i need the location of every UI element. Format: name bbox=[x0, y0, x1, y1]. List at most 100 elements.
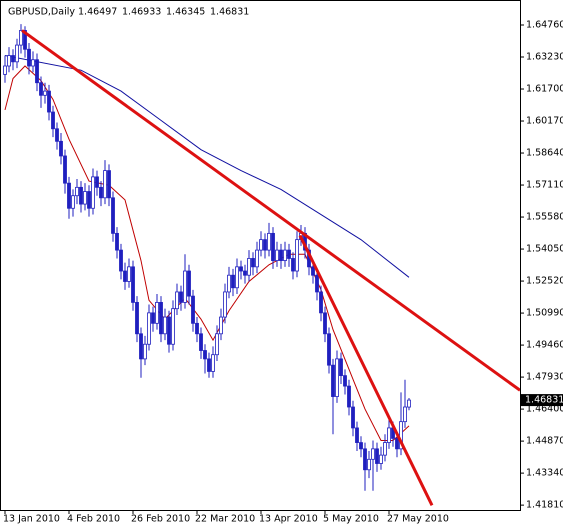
x-tick-label: 22 Mar 2010 bbox=[195, 514, 255, 525]
candle-body bbox=[231, 274, 235, 289]
x-tick-label: 13 Jan 2010 bbox=[3, 514, 60, 525]
candle-body bbox=[203, 350, 207, 360]
ohlc-low: 1.46345 bbox=[166, 7, 205, 18]
y-tick-label: 1.50990 bbox=[526, 308, 563, 319]
candle-body bbox=[103, 170, 107, 199]
candle-body bbox=[247, 258, 251, 276]
y-tick-label: 1.55580 bbox=[526, 212, 563, 223]
plot-area bbox=[3, 24, 520, 506]
candle-body bbox=[99, 186, 103, 199]
candle-body bbox=[107, 170, 111, 199]
candle-body bbox=[363, 448, 367, 471]
candle-body bbox=[403, 406, 407, 423]
y-tick-label: 1.57110 bbox=[526, 180, 563, 191]
candle-body bbox=[127, 266, 131, 282]
ohlc-close: 1.46831 bbox=[210, 7, 249, 18]
candle-body bbox=[227, 274, 231, 293]
candle-body bbox=[347, 385, 351, 408]
y-tick-label: 1.52520 bbox=[526, 276, 563, 287]
candle-body bbox=[379, 454, 383, 464]
y-tick-label: 1.44870 bbox=[526, 436, 563, 447]
candle-body bbox=[95, 176, 99, 188]
y-tick-label: 1.54050 bbox=[526, 244, 563, 255]
candle-body bbox=[55, 128, 59, 142]
candle-body bbox=[279, 249, 283, 261]
candle-body bbox=[271, 232, 275, 261]
y-tick-label: 1.46400 bbox=[526, 404, 563, 415]
candle-body bbox=[375, 448, 379, 464]
candle-body bbox=[23, 30, 27, 50]
candle-body bbox=[27, 48, 31, 67]
y-tick-label: 1.41810 bbox=[526, 500, 563, 511]
candle-body bbox=[75, 186, 79, 197]
candle-body bbox=[331, 364, 335, 397]
y-tick-label: 1.47930 bbox=[526, 372, 563, 383]
candle-body bbox=[135, 302, 139, 335]
candle-body bbox=[67, 182, 71, 209]
current-price-label: 1.46831 bbox=[525, 395, 563, 406]
candle-body bbox=[295, 239, 299, 272]
candle-body bbox=[291, 258, 295, 272]
candle-body bbox=[167, 316, 171, 345]
candle-body bbox=[39, 82, 43, 96]
candle-body bbox=[255, 249, 259, 268]
ohlc-high: 1.46933 bbox=[122, 7, 161, 18]
candle-body bbox=[367, 458, 371, 471]
y-tick-label: 1.63230 bbox=[526, 52, 563, 63]
chart-title: GBPUSD,Daily bbox=[8, 7, 75, 18]
candle-body bbox=[359, 442, 363, 450]
candle-body bbox=[395, 437, 399, 450]
candle-body bbox=[243, 270, 247, 276]
candle-body bbox=[351, 406, 355, 429]
candle-body bbox=[223, 291, 227, 318]
y-tick-label: 1.64760 bbox=[526, 20, 563, 31]
candle-body bbox=[115, 232, 119, 251]
candle-body bbox=[63, 155, 67, 184]
candle-body bbox=[239, 266, 243, 272]
candle-body bbox=[311, 266, 315, 276]
candle-body bbox=[387, 427, 391, 443]
candle-body bbox=[43, 90, 47, 96]
candle-body bbox=[171, 308, 175, 345]
candle-body bbox=[139, 333, 143, 360]
candle-body bbox=[335, 358, 339, 397]
candle-body bbox=[155, 302, 159, 324]
y-tick-label: 1.61700 bbox=[526, 84, 563, 95]
y-tick-label: 1.58640 bbox=[526, 148, 563, 159]
candle-body bbox=[143, 343, 147, 360]
trend-line bbox=[298, 234, 434, 506]
candle-body bbox=[339, 358, 343, 377]
current-price-box bbox=[521, 394, 563, 407]
candle-body bbox=[83, 191, 87, 205]
candle-body bbox=[31, 59, 35, 67]
candle-body bbox=[319, 291, 323, 314]
x-tick-label: 4 Feb 2010 bbox=[67, 514, 120, 525]
candle-body bbox=[147, 312, 151, 345]
candle-body bbox=[35, 59, 39, 84]
candle-body bbox=[179, 291, 183, 303]
candle-body bbox=[199, 333, 203, 351]
candle-body bbox=[19, 30, 23, 46]
candle-body bbox=[51, 111, 55, 130]
candle-body bbox=[323, 312, 327, 335]
moving-average bbox=[4, 65, 410, 441]
candle-body bbox=[159, 302, 163, 335]
candle-body bbox=[407, 399, 411, 408]
candle-body bbox=[111, 197, 115, 234]
candle-body bbox=[343, 375, 347, 387]
candle-body bbox=[259, 239, 263, 251]
y-tick-label: 1.60170 bbox=[526, 116, 563, 127]
candle-body bbox=[215, 333, 219, 356]
candle-body bbox=[71, 195, 75, 209]
candle-body bbox=[87, 191, 91, 209]
candle-body bbox=[3, 65, 7, 75]
candle-body bbox=[235, 266, 239, 289]
candle-body bbox=[355, 427, 359, 443]
candle-body bbox=[275, 249, 279, 261]
x-tick-label: 26 Feb 2010 bbox=[131, 514, 190, 525]
candle-body bbox=[195, 322, 199, 335]
x-tick-label: 27 May 2010 bbox=[387, 514, 449, 525]
candle-body bbox=[267, 232, 271, 251]
candle-body bbox=[131, 266, 135, 303]
